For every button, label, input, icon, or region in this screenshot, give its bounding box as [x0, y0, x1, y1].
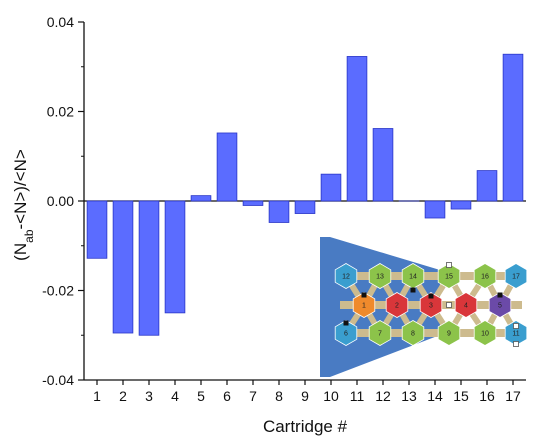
y-label-sub: ab — [22, 229, 36, 243]
cartridge-hexagon — [368, 320, 392, 346]
detector-marker-open — [513, 341, 519, 347]
bar — [138, 200, 160, 336]
x-tick-label: 14 — [427, 388, 443, 404]
bar — [112, 200, 134, 334]
bar — [450, 200, 472, 210]
bar — [424, 200, 446, 219]
cartridge-hexagon — [352, 292, 376, 318]
bars — [86, 53, 524, 336]
x-tick-label: 4 — [171, 388, 179, 404]
cartridge-hexagon — [401, 320, 425, 346]
y-axis-label: (Nab-<N>)/<N> — [11, 149, 36, 261]
detector-marker-open — [513, 323, 519, 329]
cartridge-number: 11 — [512, 331, 519, 338]
bar — [320, 173, 342, 202]
cartridge-number: 14 — [409, 274, 417, 281]
bar — [164, 200, 186, 314]
cartridge-hexagon — [334, 320, 358, 346]
detector-marker — [497, 292, 503, 298]
cartridge-number: 13 — [376, 274, 384, 281]
cartridge-number: 8 — [411, 331, 415, 338]
cartridge-hexagon — [454, 292, 478, 318]
y-label-rest: -<N>)/<N> — [11, 149, 30, 229]
bar — [242, 200, 264, 206]
detector-marker — [410, 287, 416, 293]
bar — [216, 132, 238, 202]
cartridge-number: 6 — [344, 331, 348, 338]
bar — [294, 200, 316, 214]
y-ticks: -0.04 -0.02 0.00 0.02 0.04 — [42, 14, 84, 388]
y-tick-label: 0.00 — [47, 193, 74, 209]
x-tick-label: 9 — [301, 388, 309, 404]
y-tick-label: -0.04 — [42, 372, 74, 388]
y-tick-label: 0.04 — [47, 14, 74, 30]
x-tick-label: 10 — [323, 388, 339, 404]
detector-marker — [343, 320, 349, 326]
bar — [86, 200, 108, 259]
cartridge-number: 7 — [378, 331, 382, 338]
cartridge-hexagon — [419, 292, 443, 318]
cartridge-hexagon — [385, 292, 409, 318]
x-ticks: 1 2 3 4 5 6 7 8 9 10 11 12 13 14 15 16 17 — [93, 380, 521, 404]
cartridge-layout-inset: 12 13 14 15 16 171 2 3 4 56 7 8 9 10 11 — [320, 237, 528, 377]
bar — [190, 195, 212, 202]
inset-hexagons: 12 13 14 15 16 171 2 3 4 56 7 8 9 10 11 — [334, 263, 528, 346]
y-label-open: (N — [11, 243, 30, 261]
frame-beam — [340, 329, 522, 337]
x-axis-label: Cartridge # — [263, 417, 348, 436]
cartridge-number: 16 — [481, 274, 489, 281]
x-tick-label: 13 — [401, 388, 417, 404]
bar — [268, 200, 290, 223]
x-tick-label: 2 — [119, 388, 127, 404]
x-tick-label: 1 — [93, 388, 101, 404]
cartridge-number: 3 — [429, 303, 433, 310]
detector-marker-open — [446, 302, 452, 308]
cartridge-hexagon — [504, 263, 528, 289]
y-tick-label: -0.02 — [42, 283, 74, 299]
x-tick-label: 8 — [275, 388, 283, 404]
bar — [346, 56, 368, 202]
detector-marker-open — [446, 262, 452, 268]
bar — [502, 53, 524, 202]
x-tick-label: 7 — [249, 388, 257, 404]
x-tick-label: 16 — [479, 388, 495, 404]
cartridge-hexagon — [368, 263, 392, 289]
detector-marker — [428, 293, 434, 299]
cartridge-hexagon — [488, 292, 512, 318]
cartridge-number: 1 — [362, 303, 366, 310]
cartridge-number: 15 — [445, 274, 453, 281]
cartridge-hexagon — [334, 263, 358, 289]
cartridge-hexagon — [437, 263, 461, 289]
x-tick-label: 5 — [197, 388, 205, 404]
bar — [372, 128, 394, 202]
cartridge-number: 17 — [512, 274, 520, 281]
cartridge-hexagon — [473, 263, 497, 289]
inset-markers — [343, 262, 519, 347]
frame-beam — [340, 272, 522, 280]
x-tick-label: 17 — [505, 388, 521, 404]
x-tick-label: 11 — [350, 388, 365, 404]
x-tick-label: 12 — [375, 388, 391, 404]
cartridge-number: 10 — [481, 331, 489, 338]
y-tick-label: 0.02 — [47, 104, 74, 120]
cartridge-number: 9 — [447, 331, 451, 338]
x-tick-label: 3 — [145, 388, 153, 404]
x-tick-label: 15 — [453, 388, 469, 404]
cartridge-hexagon — [437, 320, 461, 346]
bar — [476, 170, 498, 202]
detector-marker — [361, 292, 367, 298]
cartridge-hexagon — [473, 320, 497, 346]
cartridge-number: 5 — [498, 303, 502, 310]
cartridge-number: 12 — [342, 274, 350, 281]
cartridge-number: 2 — [395, 303, 399, 310]
x-tick-label: 6 — [223, 388, 231, 404]
cartridge-number: 4 — [464, 303, 468, 310]
